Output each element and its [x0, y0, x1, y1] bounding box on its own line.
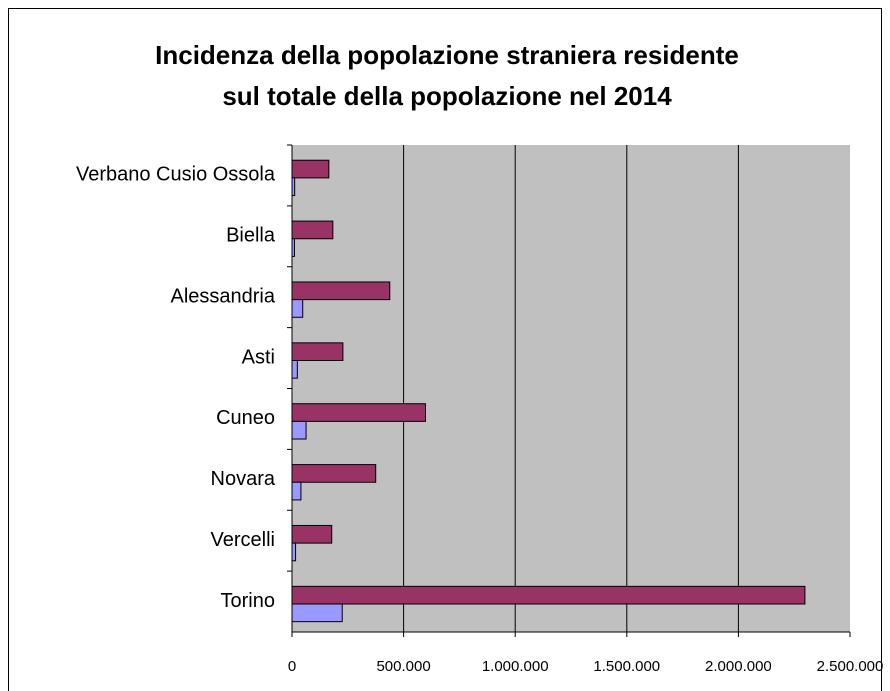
bar	[291, 403, 426, 422]
chart-title: Incidenza della popolazione straniera re…	[155, 40, 739, 70]
bar	[291, 420, 307, 440]
bar	[291, 159, 330, 179]
bar	[291, 342, 344, 361]
y-tick-label: Verbano Cusio Ossola	[76, 164, 276, 186]
bar	[291, 281, 391, 301]
x-tick-label: 2.500.000	[817, 658, 884, 675]
bar	[291, 603, 343, 623]
y-tick-label: Novara	[211, 468, 276, 490]
bar	[291, 481, 302, 501]
y-tick-label: Cuneo	[216, 407, 275, 429]
x-tick-label: 1.500.000	[593, 658, 660, 675]
chart-title: sul totale della popolazione nel 2014	[222, 81, 672, 111]
x-tick-label: 0	[288, 658, 296, 675]
y-tick-label: Vercelli	[211, 529, 275, 551]
x-tick-label: 1.000.000	[482, 658, 549, 675]
y-tick-label: Biella	[226, 225, 276, 247]
bar	[291, 299, 304, 318]
bar	[291, 524, 333, 544]
x-tick-label: 2.000.000	[705, 658, 772, 675]
x-tick-label: 500.000	[376, 658, 430, 675]
bar	[291, 585, 806, 605]
bar	[291, 464, 377, 483]
y-tick-label: Alessandria	[170, 285, 275, 307]
y-tick-label: Torino	[221, 590, 275, 612]
bar	[291, 359, 298, 379]
bar	[291, 542, 297, 562]
bar	[291, 220, 334, 240]
plot-area	[292, 145, 850, 632]
y-tick-label: Asti	[242, 346, 275, 368]
